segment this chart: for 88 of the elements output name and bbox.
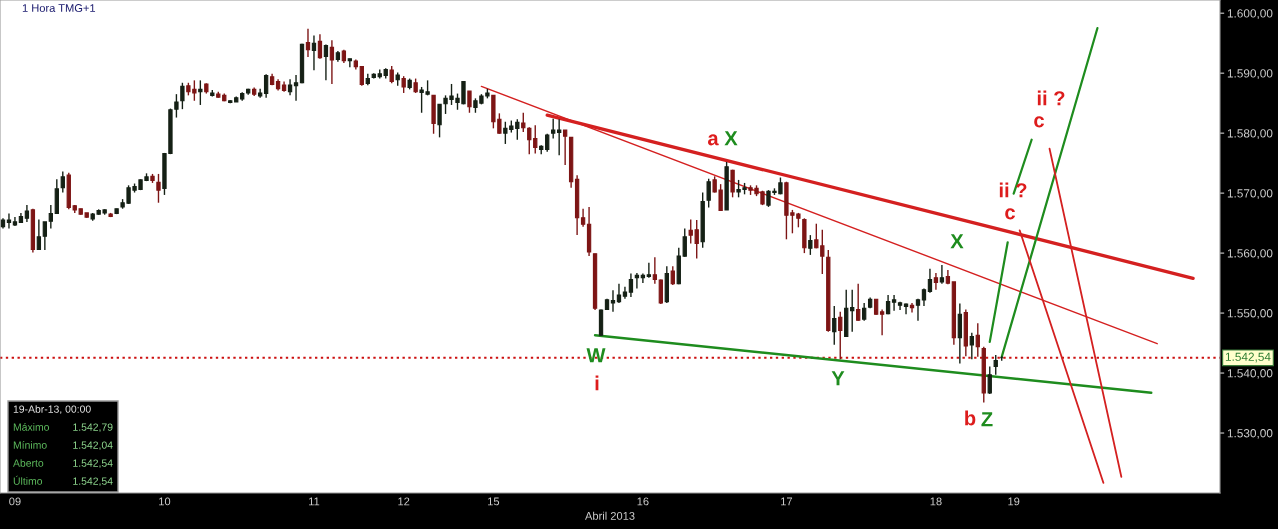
annotation: Y	[831, 371, 845, 386]
annotation: Aberto	[13, 459, 44, 467]
candlestick	[927, 267, 933, 294]
x-tick-label: 17	[781, 497, 793, 506]
x-tick-label: 11	[309, 497, 320, 506]
candlestick	[856, 282, 861, 322]
x-tick-label: 16	[637, 497, 649, 506]
candlestick	[646, 261, 652, 279]
chart-title: 1 Hora TMG+1	[22, 4, 96, 12]
candlestick	[957, 302, 963, 365]
candlestick	[562, 129, 568, 166]
candlestick	[323, 43, 329, 82]
annotation: ii ?	[999, 182, 1027, 198]
x-tick-label: 10	[159, 497, 171, 506]
candlestick	[670, 265, 675, 286]
candlestick	[311, 34, 317, 71]
annotation: 1.542,79	[73, 423, 113, 433]
annotation: 1.542,54	[73, 459, 113, 469]
candlestick	[616, 282, 622, 304]
annotation: W	[586, 348, 606, 363]
y-tick-label: 1.530,00	[1227, 429, 1273, 439]
candlestick	[437, 103, 442, 139]
annotation: X	[724, 131, 738, 146]
annotation: Máximo	[13, 423, 50, 431]
candlestick	[305, 28, 311, 58]
candlestick	[969, 332, 974, 360]
y-tick-label: 1.580,00	[1227, 129, 1273, 139]
x-tick-label: 18	[930, 497, 942, 506]
candlestick	[198, 79, 203, 106]
annotation: X	[950, 234, 964, 249]
candlestick	[808, 234, 813, 256]
candlestick	[879, 308, 885, 336]
candlestick	[48, 204, 54, 230]
annotation: c	[1005, 208, 1016, 220]
annotation: b	[965, 410, 976, 426]
annotation: Último	[13, 475, 43, 485]
candlestick	[556, 118, 562, 157]
y-tick-label: 1.600,00	[1227, 9, 1273, 19]
annotation: ii ?	[1037, 90, 1065, 106]
y-tick-label: 1.590,00	[1227, 69, 1273, 79]
candlestick	[658, 278, 664, 305]
y-tick-label: 1.550,00	[1227, 309, 1273, 319]
y-tick-label: 1.540,00	[1227, 369, 1273, 379]
candlestick	[521, 112, 526, 133]
x-tick-label: 09	[9, 497, 21, 506]
y-tick-label: 1.560,00	[1227, 249, 1273, 259]
candlestick	[939, 264, 945, 285]
ref-line-label: 1.542,54	[1225, 352, 1271, 363]
candlestick	[628, 272, 634, 298]
x-axis-title: Abril 2013	[585, 511, 635, 520]
candlestick	[610, 289, 616, 313]
candlestick	[180, 82, 185, 110]
candlestick	[42, 221, 48, 251]
candlestick	[156, 173, 161, 204]
candlestick	[993, 354, 998, 376]
candlestick	[933, 272, 939, 291]
candlestick	[730, 169, 735, 199]
x-tick-label: 12	[398, 497, 410, 506]
candlestick	[551, 118, 556, 140]
candlestick	[903, 302, 909, 315]
annotation: i	[595, 375, 599, 391]
candlestick	[347, 58, 353, 68]
x-tick-label: 15	[488, 497, 500, 506]
candlestick	[706, 178, 711, 209]
candlestick	[891, 294, 897, 312]
annotation: Z	[981, 412, 993, 427]
candlestick	[838, 311, 843, 360]
annotation: 19-Abr-13, 00:00	[13, 405, 91, 415]
annotation: a	[707, 134, 719, 146]
candlestick	[60, 170, 65, 194]
candlestick	[850, 288, 855, 333]
candlestick	[329, 39, 335, 85]
candlestick	[317, 33, 323, 60]
candlestick	[467, 90, 472, 114]
candlestick	[263, 73, 269, 99]
candlestick	[975, 322, 980, 358]
annotation: Mínimo	[13, 441, 47, 449]
annotation: c	[1034, 116, 1045, 128]
x-tick-label: 19	[1008, 497, 1020, 506]
candlestick	[652, 256, 658, 285]
candlestick	[832, 305, 837, 346]
y-tick-label: 1.570,00	[1227, 189, 1273, 199]
annotation: 1.542,04	[73, 441, 113, 451]
candlestick	[36, 218, 42, 251]
annotation: 1.542,54	[73, 477, 113, 487]
candlestick	[293, 74, 299, 102]
candlestick	[987, 365, 992, 395]
candlestick	[6, 212, 12, 230]
